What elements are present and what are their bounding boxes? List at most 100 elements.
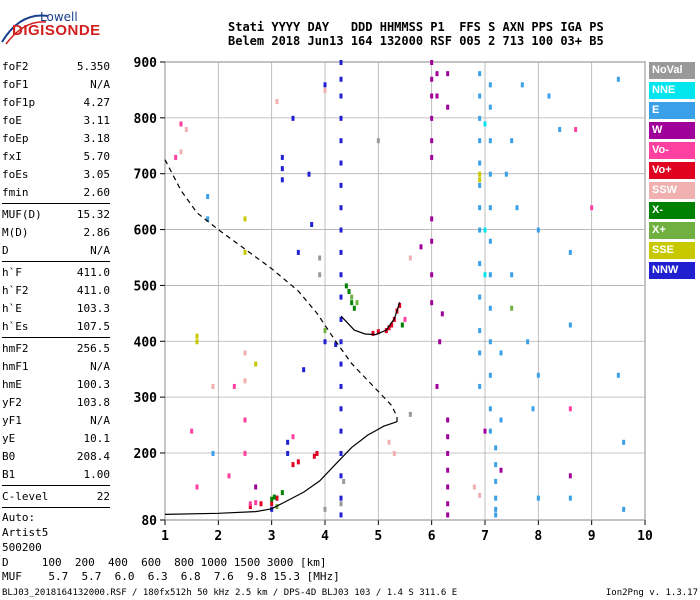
param-row: h`E 103.3 — [2, 300, 110, 318]
param-name: h`F2 — [2, 284, 29, 297]
trace-point-e — [488, 82, 492, 88]
param-row: hmF2 256.5 — [2, 340, 110, 358]
param-row: foF1 N/A — [2, 76, 110, 94]
trace-point-e — [510, 272, 514, 278]
param-name: h`F — [2, 266, 22, 279]
param-row: D N/A — [2, 242, 110, 260]
trace-point-nnw — [323, 82, 327, 88]
x-tick-label: 10 — [637, 529, 653, 544]
plot-frame — [164, 61, 646, 521]
trace-point-ssw — [275, 99, 279, 105]
trace-point-nnw — [339, 450, 343, 456]
logo-lowell-text: Lowell — [40, 10, 78, 24]
x-tick-label: 7 — [481, 529, 489, 544]
topside-profile-dashed — [164, 159, 398, 423]
param-row: foF2 5.350 — [2, 58, 110, 76]
trace-point-e — [568, 495, 572, 501]
trace-point-sse — [243, 216, 247, 222]
trace-point-e — [622, 506, 626, 512]
trace-point-vo- — [270, 501, 274, 507]
param-name: foEp — [2, 132, 29, 145]
trace-point-nnw — [280, 154, 284, 160]
trace-point-w — [446, 501, 450, 507]
param-value: N/A — [90, 78, 110, 91]
trace-point-noval — [408, 411, 412, 417]
trace-point-nne — [483, 121, 487, 127]
trace-point-e — [478, 138, 482, 144]
trace-point-e — [616, 372, 620, 378]
trace-point-e — [478, 261, 482, 267]
trace-point-e — [488, 104, 492, 110]
param-row: M(D) 2.86 — [2, 224, 110, 242]
param-row: C-level 22 — [2, 488, 110, 506]
logo-digisonde-text: DIGISONDE — [12, 22, 101, 39]
muf-distance-table: D 100 200 400 600 800 1000 1500 3000 [km… — [2, 556, 340, 584]
param-name: yE — [2, 432, 16, 445]
trace-point-x- — [352, 305, 356, 311]
trace-point-ssw — [184, 127, 188, 133]
trace-point-e — [206, 216, 210, 222]
trace-point-w — [435, 93, 439, 99]
trace-point-e — [488, 428, 492, 434]
legend-item-noval: NoVal — [649, 62, 695, 79]
trace-point-x- — [270, 496, 274, 502]
trace-point-vo- — [315, 450, 319, 456]
legend-item-w: W — [649, 122, 695, 139]
trace-point-e — [478, 205, 482, 211]
trace-point-vo- — [195, 484, 199, 490]
trace-point-w — [430, 300, 434, 306]
param-value: N/A — [90, 244, 110, 257]
trace-point-e — [488, 272, 492, 278]
param-row: fxI 5.70 — [2, 148, 110, 166]
trace-point-nnw — [334, 342, 338, 348]
trace-point-w — [430, 216, 434, 222]
trace-point-nne — [483, 272, 487, 278]
param-name: foF1 — [2, 78, 29, 91]
param-name: yF1 — [2, 414, 22, 427]
trace-point-w — [499, 467, 503, 473]
param-row: hmF1 N/A — [2, 358, 110, 376]
param-value: 1.00 — [83, 468, 111, 481]
separator — [2, 507, 110, 508]
trace-point-vo- — [243, 450, 247, 456]
trace-point-x- — [350, 300, 354, 306]
param-row: fmin 2.60 — [2, 184, 110, 202]
bottomside-profile — [164, 421, 398, 515]
param-value: 100.3 — [76, 378, 110, 391]
param-name: B1 — [2, 468, 16, 481]
trace-point-noval — [376, 138, 380, 144]
x-tick-label: 9 — [588, 529, 596, 544]
legend-item-vo-: Vo- — [649, 142, 695, 159]
y-tick-label: 80 — [141, 514, 157, 529]
trace-point-sse — [195, 339, 199, 345]
trace-point-vo- — [403, 316, 407, 322]
trace-point-x- — [347, 289, 351, 294]
param-value: N/A — [90, 360, 110, 373]
trace-point-vo- — [232, 383, 236, 389]
x-tick-label: 6 — [428, 529, 436, 544]
trace-point-e — [568, 322, 572, 328]
trace-point-e — [478, 350, 482, 356]
trace-point-vo- — [590, 205, 594, 211]
param-name: M(D) — [2, 226, 29, 239]
trace-point-nnw — [339, 383, 343, 389]
trace-point-sse — [478, 171, 482, 177]
trace-point-vo- — [291, 462, 295, 468]
param-value: 15.32 — [76, 208, 110, 221]
trace-point-noval — [318, 272, 322, 278]
trace-point-w — [430, 272, 434, 278]
trace-point-nnw — [339, 160, 343, 166]
autoscaling-program: Artist5 — [2, 526, 49, 539]
param-value: 2.86 — [83, 226, 111, 239]
trace-point-w — [438, 339, 442, 345]
trace-point-e — [536, 495, 540, 501]
trace-point-nnw — [302, 367, 306, 373]
trace-point-ssw — [472, 484, 476, 490]
x-tick-label: 2 — [214, 529, 222, 544]
autoscaling-label: Auto: — [2, 511, 36, 524]
trace-point-w — [430, 93, 434, 99]
trace-point-nnw — [339, 294, 343, 300]
trace-point-w — [568, 473, 572, 479]
separator — [2, 485, 110, 486]
trace-point-e — [536, 372, 540, 378]
